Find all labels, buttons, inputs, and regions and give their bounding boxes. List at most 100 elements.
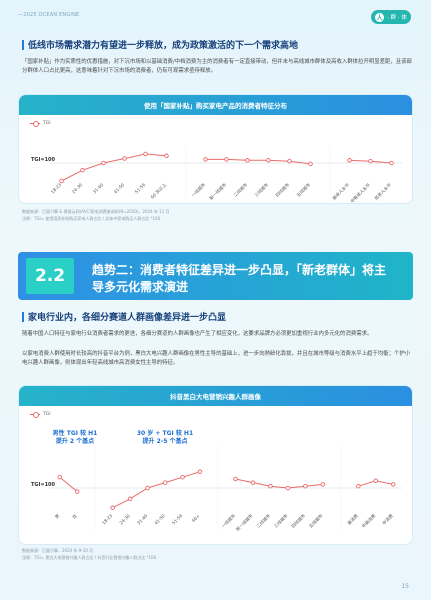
category-label: 高消费: [346, 512, 361, 527]
legend-line-icon: [30, 412, 40, 418]
age-annotation: 30 岁 + TGI 较 H1 提升 2-5 个基点: [120, 430, 210, 446]
category-label: 中高消费: [360, 512, 378, 530]
legend-label: TGI: [43, 121, 51, 126]
data-point: [266, 158, 271, 163]
data-point: [180, 474, 185, 480]
pill-text: · 群 · 体: [387, 15, 407, 21]
data-point: [145, 485, 150, 491]
banner-title: 趋势二：消费者特征差异进一步凸显，「新老群体」将主导多元化需求演进: [92, 263, 387, 294]
data-point: [127, 496, 133, 502]
data-point: [391, 482, 396, 487]
data-point: [162, 480, 168, 485]
category-label: 中消费: [381, 512, 396, 527]
crowd-pill: 人 · 群 · 体: [371, 10, 411, 24]
series-line: [61, 153, 167, 182]
category-label: 高收入水平: [331, 181, 352, 202]
category-label: 41-50: [113, 182, 126, 195]
data-point: [59, 178, 64, 184]
data-point: [285, 485, 291, 491]
baseline-label: TGI=100: [31, 482, 56, 488]
data-point: [373, 478, 379, 484]
category-label: 二线城市: [232, 181, 250, 199]
category-label: 60+: [191, 513, 202, 524]
section-title-text: 家电行业内，各细分赛道人群画像差异进一步凸显: [28, 313, 227, 323]
title-bar-icon: [22, 311, 24, 322]
category-label: 低收入水平: [373, 181, 394, 202]
category-label: 31-40: [92, 182, 105, 195]
series-line: [235, 478, 323, 489]
legend-line-icon: [30, 121, 40, 127]
data-point: [224, 157, 229, 162]
section-title-text: 低线市场需求潜力有望进一步释放，成为政策激活的下一个需求高地: [28, 41, 299, 51]
category-label: 51-59: [171, 513, 184, 526]
data-point: [250, 480, 256, 485]
chart-header: 使用「国家补贴」购买家电产品的消费者特征分布: [19, 95, 412, 115]
page-number: 15: [401, 583, 409, 590]
chart-card-douyin: 抖音黑白大电营销兴趣人群画像 TGI=100 男 女 18-23 24-30 31-40 4…: [18, 385, 413, 545]
chart-card-subsidy: 使用「国家补贴」购买家电产品的消费者特征分布 TGI=100 18-23 24-30…: [18, 94, 413, 204]
data-point: [287, 158, 292, 164]
chart2-source: 数据来源：巨量引擎，2024 年 9-10 月: [22, 548, 94, 553]
chart1-source: 数据来源：巨量引擎 & 奥维云网(AVC)家电消费者调研(N=2050)，202…: [22, 209, 170, 214]
annotation-line: 提升 2 个基点: [55, 438, 95, 445]
series-line: [205, 158, 311, 165]
data-point: [320, 482, 326, 487]
data-point: [268, 483, 273, 489]
chart1-note: 注释：TGI= 使用国家补贴购买家电人群占比 / 总体中家电购买人群占比 *10…: [22, 216, 161, 221]
data-point: [143, 151, 148, 157]
chart1-legend: TGI: [30, 121, 51, 127]
section-number: 2.2: [26, 258, 74, 294]
category-label: 三线城市: [253, 181, 271, 199]
data-point: [308, 161, 313, 167]
data-point: [122, 156, 127, 161]
category-label: 男: [54, 513, 61, 520]
data-point: [74, 489, 80, 494]
section-title-low-tier: 低线市场需求潜力有望进一步释放，成为政策激活的下一个需求高地: [22, 38, 298, 51]
category-label: 一线城市: [190, 181, 208, 199]
data-point: [233, 476, 238, 482]
category-label: 24-30: [71, 182, 84, 195]
section-title-segments: 家电行业内，各细分赛道人群画像差异进一步凸显: [22, 310, 226, 323]
annotation-line: 提升 2-5 个基点: [142, 438, 188, 445]
category-label: 51-59: [134, 182, 147, 195]
trend-banner: [18, 252, 413, 300]
person-icon: 人: [375, 12, 385, 22]
data-point: [389, 160, 394, 166]
title-bar-icon: [22, 39, 24, 50]
data-point: [197, 469, 203, 475]
segments-paragraph-2: 以家电消费人群使用时长较高的抖音平台为例，黑白大电兴趣人群画像在男性主导的基础上…: [22, 351, 411, 366]
series-line: [112, 471, 201, 509]
male-annotation: 男性 TGI 较 H1 提升 2 个基点: [40, 430, 110, 446]
data-point: [110, 505, 115, 511]
subsidy-tgi-chart: TGI=100 18-23 24-30 31-40 41-50 51-59 60 及以上 一线…: [31, 145, 402, 204]
data-point: [203, 157, 208, 162]
section-paragraph: 「国家补贴」作为实质性的优惠措施，对下沉市场和以基础消费/中档消费为主的消费者有…: [22, 59, 412, 74]
data-point: [57, 474, 62, 480]
category-label: 24-30: [118, 513, 131, 526]
annotation-line: 男性 TGI 较 H1: [52, 430, 98, 437]
category-label: 41-50: [153, 513, 166, 526]
data-point: [347, 158, 352, 163]
segments-paragraph-1: 随着中国人口特征与家电行业消费者需求的更迭，各细分赛道的人群画像也产生了相应变化…: [22, 331, 373, 337]
category-label: 18-23: [101, 513, 114, 526]
category-label: 一线城市: [220, 512, 238, 530]
category-label: 中等收入水平: [349, 181, 373, 204]
annotation-line: 30 岁 + TGI 较 H1: [136, 430, 194, 437]
data-point: [80, 167, 85, 173]
category-label: 女: [71, 512, 79, 520]
chart2-note: 注释：TGI= 黑白大电营销兴趣人群占比 / 抖音行业营销兴趣人群占比 *100: [22, 555, 157, 560]
category-label: 18-23: [50, 182, 63, 195]
data-point: [356, 483, 361, 489]
top-bar: —2025 OCEAN ENGINE 人 · 群 · 体: [0, 0, 431, 34]
category-label: 31-40: [136, 513, 149, 526]
category-label: 新一线城市: [208, 181, 229, 202]
chart2-legend: TGI: [30, 412, 51, 418]
data-point: [245, 158, 250, 163]
category-label: 三线城市: [272, 512, 290, 530]
baseline-label: TGI=100: [31, 157, 56, 163]
brand-mark: —2025 OCEAN ENGINE: [18, 12, 80, 18]
data-point: [303, 483, 308, 489]
series-line: [59, 476, 78, 492]
category-label: 60 及以上: [149, 181, 168, 200]
category-label: 四线城市: [290, 512, 308, 530]
